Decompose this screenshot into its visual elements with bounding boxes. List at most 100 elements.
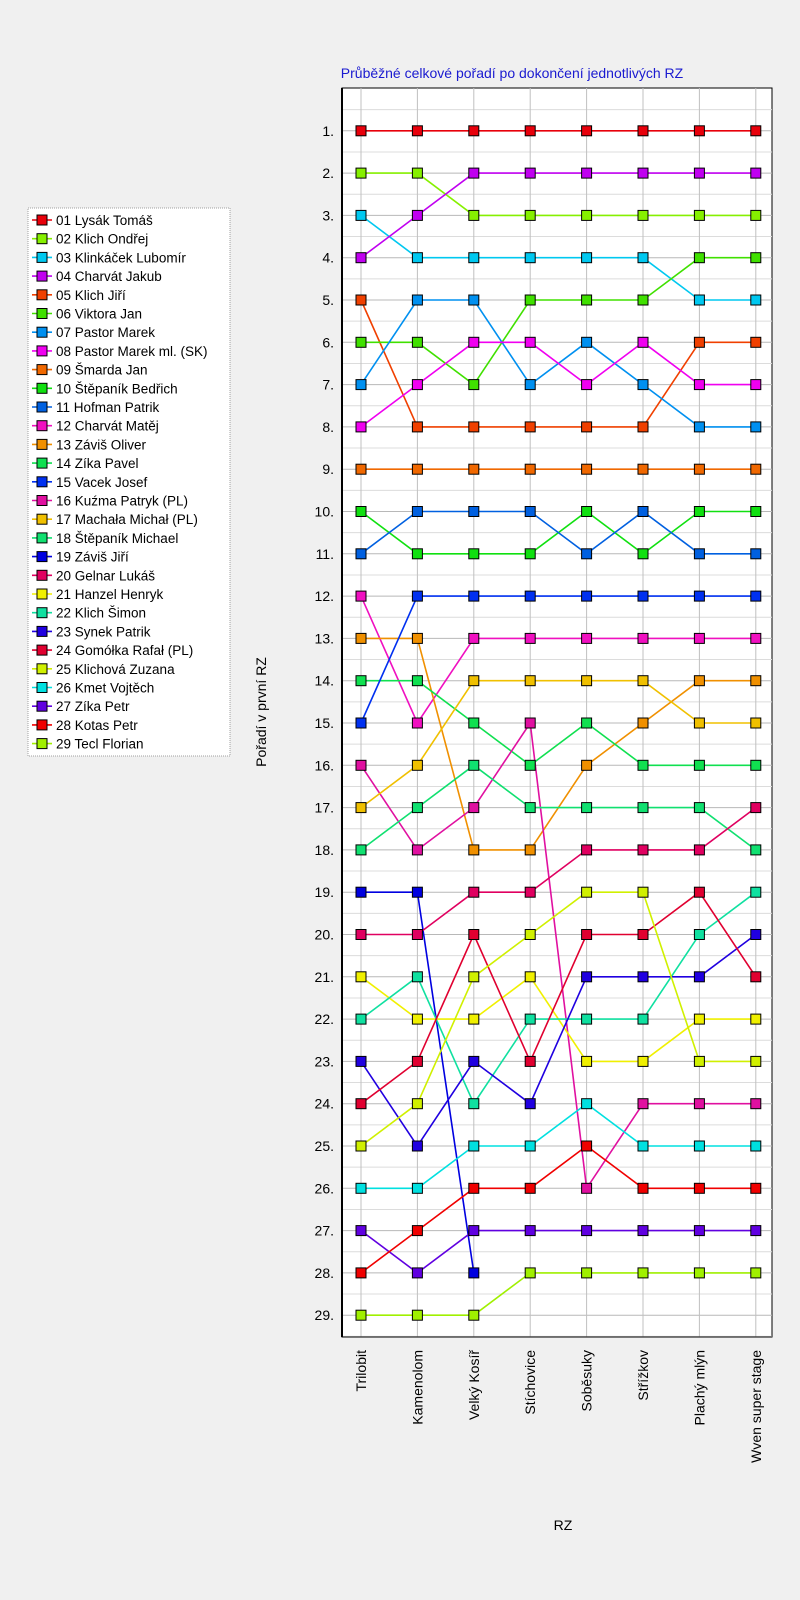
legend-swatch-marker [36,270,48,282]
data-point [750,548,762,560]
data-point [581,1182,593,1194]
data-point [693,379,705,391]
data-point [750,717,762,729]
data-point [524,929,536,940]
y-tick-label: 23. [315,1053,334,1069]
data-point [693,1013,705,1025]
data-point [411,802,423,814]
x-tick-label: Wven super stage [748,1350,764,1463]
data-point [693,590,705,602]
data-point [750,1140,762,1152]
data-point [355,463,367,475]
data-point [750,379,762,391]
data-point [693,759,705,771]
data-point [355,929,367,940]
data-point [637,167,649,179]
data-point [524,1013,536,1025]
data-point [637,379,649,391]
legend-label: 28 Kotas Petr [56,718,138,733]
series-line [360,595,756,724]
data-point [411,675,423,687]
series-line [360,891,756,1147]
legend-label: 17 Machała Michał (PL) [56,512,198,527]
y-tick-label: 18. [315,842,334,858]
data-point [750,209,762,221]
series-line [360,933,757,1148]
data-point [411,1225,423,1237]
data-point [693,802,705,814]
data-point [411,336,423,348]
legend-label: 23 Synek Patrik [56,624,151,639]
data-point [468,548,480,560]
data-point [411,379,423,391]
data-point [581,125,593,137]
data-point [355,1098,367,1110]
legend-swatch-marker [36,382,48,394]
data-point [355,1055,367,1067]
y-tick-label: 24. [315,1096,334,1112]
series-line [361,1272,756,1316]
data-point [637,209,649,221]
data-point [581,1013,593,1025]
data-point [468,1225,480,1237]
data-point [524,294,536,306]
series-line [360,1144,756,1274]
data-point [355,125,367,137]
data-point [750,929,762,940]
x-tick-label: Plachý mlýn [691,1350,707,1425]
data-point [524,886,536,898]
data-point [637,421,649,433]
data-point [693,463,705,475]
y-tick-label: 4. [322,250,334,266]
data-point [355,590,367,602]
data-point [693,632,705,644]
data-point [581,336,593,348]
data-point [524,759,536,771]
y-tick-label: 21. [315,969,334,985]
data-point [355,1182,367,1194]
legend-swatch-marker [36,233,48,245]
data-point [524,844,536,856]
data-point [581,844,593,856]
data-point [468,675,480,687]
legend-swatch-marker [36,401,48,413]
y-tick-label: 10. [315,504,334,520]
data-point [355,379,367,391]
data-point [581,548,593,560]
y-tick-label: 7. [322,377,334,393]
data-point [637,1182,649,1194]
data-point [637,844,649,856]
data-point [637,548,649,560]
data-point [693,717,705,729]
y-tick-label: 8. [322,419,334,435]
data-point [524,125,536,137]
data-point [524,421,536,433]
legend-label: 05 Klich Jiří [56,288,126,303]
y-tick-label: 17. [315,800,334,816]
data-point [524,802,536,814]
data-point [581,1055,593,1067]
data-point [637,1013,649,1025]
data-point [411,167,423,179]
data-point [750,590,762,602]
data-point [637,886,649,898]
data-point [693,929,705,940]
data-point [637,759,649,771]
legend-label: 26 Kmet Vojtěch [56,681,154,696]
series-line [361,1102,756,1190]
data-point [355,294,367,306]
data-point [750,252,762,264]
data-point [693,548,705,560]
legend-label: 20 Gelnar Lukáš [56,568,155,583]
legend-label: 09 Šmarda Jan [56,363,148,378]
data-point [581,632,593,644]
data-point [637,294,649,306]
data-point [750,506,762,517]
legend-swatch-marker [36,438,48,450]
legend-swatch-marker [36,326,48,338]
data-point [637,1225,649,1237]
data-point [411,1309,423,1321]
data-point [693,167,705,179]
data-point [750,886,762,898]
legend-swatch-marker [36,588,48,600]
